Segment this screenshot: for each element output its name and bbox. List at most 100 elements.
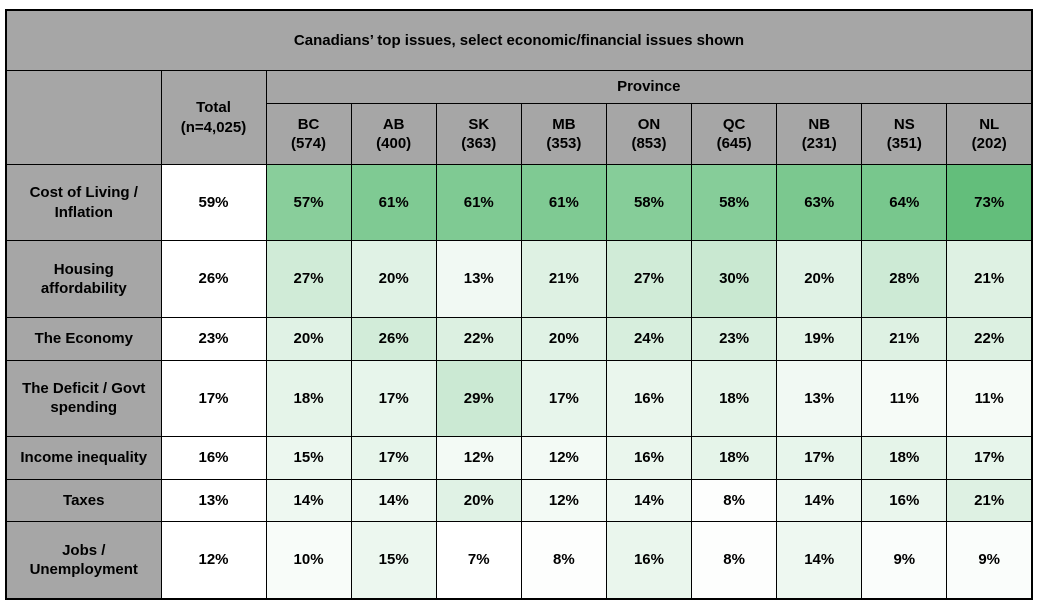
- heat-cell: 61%: [350, 163, 437, 242]
- row-label: Taxes: [5, 478, 162, 523]
- heat-cell: 73%: [946, 163, 1033, 242]
- heat-cell: 23%: [691, 316, 778, 361]
- total-cell: 16%: [160, 435, 267, 480]
- total-cell: 23%: [160, 316, 267, 361]
- heat-cell: 13%: [435, 240, 522, 318]
- heat-cell: 61%: [520, 163, 607, 242]
- heat-cell: 19%: [776, 316, 863, 361]
- heat-cell: 16%: [861, 478, 948, 523]
- heat-cell: 14%: [605, 478, 693, 523]
- heat-cell: 21%: [946, 478, 1033, 523]
- total-label: Total: [196, 99, 231, 116]
- heat-cell: 8%: [691, 478, 778, 523]
- heat-cell: 22%: [946, 316, 1033, 361]
- heat-cell: 21%: [946, 240, 1033, 318]
- crosstab-table: Canadians’ top issues, select economic/f…: [5, 9, 1033, 600]
- heat-cell: 14%: [776, 478, 863, 523]
- column-header-on: ON (853): [605, 103, 693, 165]
- heat-cell: 7%: [435, 521, 522, 600]
- column-header-nb: NB (231): [776, 103, 863, 165]
- heat-cell: 26%: [350, 316, 437, 361]
- heat-cell: 30%: [691, 240, 778, 318]
- table-row: Taxes 13% 14% 14% 20% 12% 14% 8% 14% 16% 21%: [5, 478, 1033, 523]
- heat-cell: 20%: [776, 240, 863, 318]
- column-code: NS: [893, 115, 915, 133]
- row-label: The Economy: [5, 316, 162, 361]
- heat-cell: 17%: [946, 435, 1033, 480]
- row-label: Housing affordability: [5, 240, 162, 318]
- total-n-label: (n=4,025): [180, 118, 247, 136]
- total-column-header: Total (n=4,025): [160, 70, 267, 165]
- column-sample-size: (574): [291, 135, 327, 152]
- heat-cell: 22%: [435, 316, 522, 361]
- row-label: Jobs / Unemployment: [5, 521, 162, 600]
- heat-cell: 21%: [861, 316, 948, 361]
- table-row: The Deficit / Govt spending 17% 18% 17% 29% 1…: [5, 359, 1033, 437]
- heat-cell: 14%: [350, 478, 437, 523]
- heat-cell: 9%: [946, 521, 1033, 600]
- column-sample-size: (351): [886, 135, 922, 152]
- heat-cell: 9%: [861, 521, 948, 600]
- heat-cell: 27%: [605, 240, 693, 318]
- heat-cell: 15%: [350, 521, 437, 600]
- heat-cell: 17%: [350, 359, 437, 437]
- heat-cell: 18%: [691, 435, 778, 480]
- heat-cell: 63%: [776, 163, 863, 242]
- heat-cell: 18%: [265, 359, 352, 437]
- heat-cell: 11%: [861, 359, 948, 437]
- heat-cell: 58%: [605, 163, 693, 242]
- heat-cell: 24%: [605, 316, 693, 361]
- table-row: The Economy 23% 20% 26% 22% 20% 24% 23% 19% 21% 22…: [5, 316, 1033, 361]
- heat-cell: 20%: [520, 316, 607, 361]
- total-cell: 13%: [160, 478, 267, 523]
- column-sample-size: (363): [461, 135, 497, 152]
- heat-cell: 16%: [605, 359, 693, 437]
- column-header-nl: NL (202): [946, 103, 1033, 165]
- heat-cell: 14%: [776, 521, 863, 600]
- column-code: NB: [808, 115, 831, 133]
- corner-cell: [5, 70, 162, 165]
- table-row: Cost of Living / Inflation 59% 57% 61% 61% 61…: [5, 163, 1033, 242]
- heat-cell: 10%: [265, 521, 352, 600]
- heat-cell: 20%: [265, 316, 352, 361]
- heat-cell: 16%: [605, 435, 693, 480]
- heat-cell: 18%: [861, 435, 948, 480]
- heat-cell: 8%: [520, 521, 607, 600]
- column-header-ab: AB (400): [350, 103, 437, 165]
- heat-cell: 15%: [265, 435, 352, 480]
- heat-cell: 8%: [691, 521, 778, 600]
- heat-cell: 18%: [691, 359, 778, 437]
- column-code: SK: [468, 115, 490, 133]
- heat-cell: 20%: [435, 478, 522, 523]
- table-row: Housing affordability 26% 27% 20% 13% 21% 27% 3…: [5, 240, 1033, 318]
- heat-cell: 12%: [435, 435, 522, 480]
- crosstab-wrapper: Canadians’ top issues, select economic/f…: [5, 9, 1033, 600]
- row-label: The Deficit / Govt spending: [5, 359, 162, 437]
- table-row: Jobs / Unemployment 12% 10% 15% 7% 8% 16% 8% 14%…: [5, 521, 1033, 600]
- heat-cell: 17%: [776, 435, 863, 480]
- column-header-sk: SK (363): [435, 103, 522, 165]
- column-code: BC: [297, 115, 320, 133]
- total-cell: 26%: [160, 240, 267, 318]
- heat-cell: 20%: [350, 240, 437, 318]
- heat-cell: 27%: [265, 240, 352, 318]
- heat-cell: 17%: [520, 359, 607, 437]
- column-code: QC: [722, 115, 746, 133]
- total-cell: 17%: [160, 359, 267, 437]
- column-sample-size: (353): [546, 135, 582, 152]
- heat-cell: 28%: [861, 240, 948, 318]
- column-code: ON: [637, 115, 661, 133]
- province-group-header: Province: [265, 70, 1033, 104]
- heat-cell: 12%: [520, 435, 607, 480]
- table-row: Income inequality 16% 15% 17% 12% 12% 16% 18% 17…: [5, 435, 1033, 480]
- heat-cell: 21%: [520, 240, 607, 318]
- column-sample-size: (231): [801, 135, 837, 152]
- column-code: NL: [979, 115, 1000, 133]
- total-cell: 12%: [160, 521, 267, 600]
- row-label: Income inequality: [5, 435, 162, 480]
- total-cell: 59%: [160, 163, 267, 242]
- column-header-ns: NS (351): [861, 103, 948, 165]
- heat-cell: 17%: [350, 435, 437, 480]
- heat-cell: 16%: [605, 521, 693, 600]
- table-title: Canadians’ top issues, select economic/f…: [5, 9, 1033, 71]
